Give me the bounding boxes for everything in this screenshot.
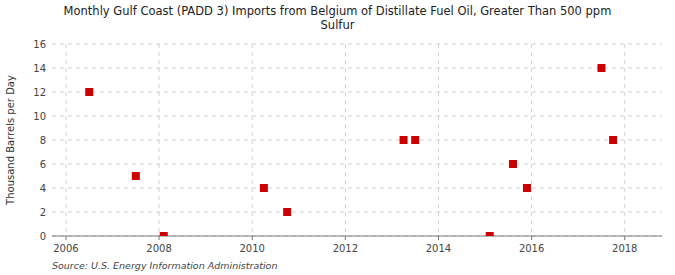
y-tick-label: 8 (40, 135, 46, 146)
y-tick-label: 0 (40, 231, 46, 242)
y-grid-line (52, 44, 662, 45)
y-axis-label: Thousand Barrels per Day (5, 75, 16, 206)
y-grid-line (52, 188, 662, 189)
point (260, 184, 268, 192)
x-tick (438, 236, 439, 240)
x-grid-line (624, 44, 625, 236)
y-grid-line (52, 164, 662, 165)
chart-container: Monthly Gulf Coast (PADD 3) Imports from… (0, 0, 675, 275)
x-tick (65, 236, 66, 240)
x-tick (345, 236, 346, 240)
point (85, 88, 93, 96)
point (523, 184, 531, 192)
x-tick (624, 236, 625, 240)
x-tick (252, 236, 253, 240)
point (132, 172, 140, 180)
point (160, 232, 168, 236)
x-grid-line (438, 44, 439, 236)
y-tick-label: 10 (33, 111, 46, 122)
y-tick-label: 6 (40, 159, 46, 170)
point (609, 136, 617, 144)
x-tick-label: 2018 (612, 243, 637, 254)
y-grid-line (52, 236, 662, 237)
grid (52, 44, 662, 236)
y-grid-line (52, 68, 662, 69)
point (509, 160, 517, 168)
x-grid-line (159, 44, 160, 236)
x-grid-line (252, 44, 253, 236)
x-tick-label: 2008 (146, 243, 171, 254)
x-tick (159, 236, 160, 240)
x-grid-line (65, 44, 66, 236)
x-tick-label: 2010 (240, 243, 265, 254)
y-tick-label: 16 (33, 39, 46, 50)
y-tick-label: 12 (33, 87, 46, 98)
chart: Monthly Gulf Coast (PADD 3) Imports from… (0, 0, 675, 275)
point (411, 136, 419, 144)
x-axis-line (52, 236, 662, 237)
y-grid-line (52, 92, 662, 93)
x-grid-line (531, 44, 532, 236)
y-grid-line (52, 212, 662, 213)
x-tick-label: 2012 (333, 243, 358, 254)
source-note: Source: U.S. Energy Information Administ… (52, 260, 277, 271)
x-tick-label: 2014 (426, 243, 451, 254)
x-tick-label: 2016 (519, 243, 544, 254)
point (400, 136, 408, 144)
points (85, 64, 617, 236)
point (283, 208, 291, 216)
y-tick-label: 4 (40, 183, 46, 194)
title: Monthly Gulf Coast (PADD 3) Imports from… (64, 4, 612, 32)
point (486, 232, 494, 236)
title-line: Sulfur (321, 18, 355, 32)
y-tick-label: 14 (33, 63, 46, 74)
point (597, 64, 605, 72)
x-tick (531, 236, 532, 240)
y-tick-label: 2 (40, 207, 46, 218)
axes: 0 2 4 6 8 10 12 14 16 2006 2008 2010 2012 2014 2016 201… (33, 39, 662, 254)
y-grid-line (52, 140, 662, 141)
x-tick-label: 2006 (53, 243, 78, 254)
x-grid-line (345, 44, 346, 236)
title-line: Monthly Gulf Coast (PADD 3) Imports from… (64, 4, 612, 18)
y-grid-line (52, 116, 662, 117)
